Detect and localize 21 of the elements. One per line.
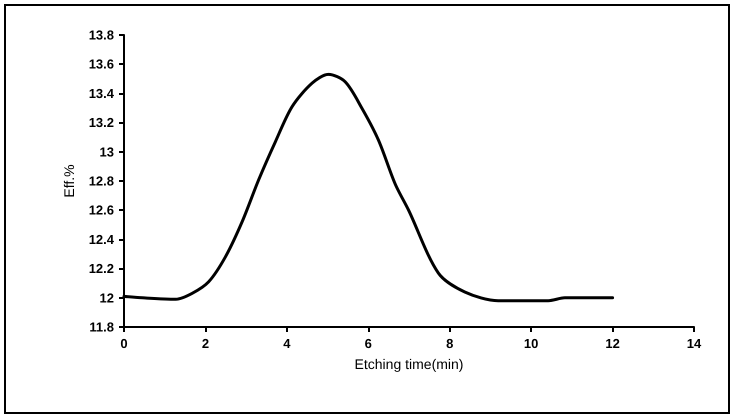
x-tick-label: 0 xyxy=(120,336,128,351)
y-tick-label: 13.6 xyxy=(88,56,114,72)
x-tick-label: 8 xyxy=(446,336,454,351)
x-tick-label: 6 xyxy=(364,336,372,351)
y-tick-label: 13.8 xyxy=(88,28,114,42)
x-axis-title: Etching time(min) xyxy=(354,356,464,372)
y-tick-label: 12.6 xyxy=(88,202,114,218)
y-tick-label: 12.8 xyxy=(88,174,114,188)
y-axis-title: Eff.% xyxy=(61,164,77,198)
y-tick-label: 13 xyxy=(100,144,114,160)
y-tick-label: 11.8 xyxy=(89,320,114,334)
x-tick-label: 14 xyxy=(686,336,702,351)
x-tick-label: 4 xyxy=(283,336,292,351)
y-tick-label: 12 xyxy=(100,290,114,306)
y-tick-label: 12.2 xyxy=(88,261,114,276)
y-tick-label: 13.2 xyxy=(88,115,114,130)
x-tick-label: 2 xyxy=(202,336,210,351)
y-tick-label: 13.4 xyxy=(88,86,115,101)
x-tick-label: 10 xyxy=(524,336,538,351)
x-tick-label: 12 xyxy=(605,336,620,351)
y-tick-label: 12.4 xyxy=(88,232,115,247)
